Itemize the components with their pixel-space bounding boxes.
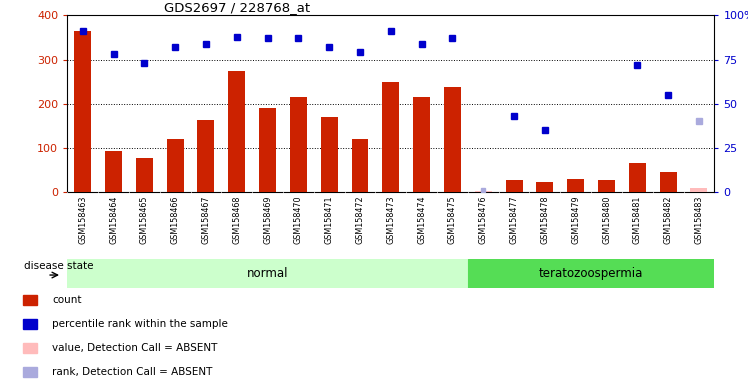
Text: GSM158473: GSM158473 <box>386 195 396 244</box>
Text: count: count <box>52 295 82 305</box>
Text: GSM158483: GSM158483 <box>694 195 703 244</box>
Bar <box>629 163 646 192</box>
Text: rank, Detection Call = ABSENT: rank, Detection Call = ABSENT <box>52 367 212 377</box>
Bar <box>444 87 461 192</box>
Bar <box>536 182 554 192</box>
Bar <box>598 180 615 192</box>
Bar <box>228 71 245 192</box>
Text: GSM158479: GSM158479 <box>571 195 580 244</box>
Bar <box>382 82 399 192</box>
Bar <box>167 139 183 192</box>
Bar <box>690 189 708 192</box>
Bar <box>506 180 523 192</box>
Bar <box>660 172 677 192</box>
Bar <box>475 191 491 192</box>
Text: GSM158482: GSM158482 <box>663 195 672 244</box>
Bar <box>23 319 37 329</box>
Text: GSM158468: GSM158468 <box>233 195 242 244</box>
Bar <box>290 97 307 192</box>
Text: GSM158474: GSM158474 <box>417 195 426 244</box>
Bar <box>67 259 468 288</box>
Text: value, Detection Call = ABSENT: value, Detection Call = ABSENT <box>52 343 218 353</box>
Bar <box>23 295 37 305</box>
Text: GSM158475: GSM158475 <box>448 195 457 244</box>
Bar <box>567 179 584 192</box>
Bar <box>259 108 276 192</box>
Text: GSM158476: GSM158476 <box>479 195 488 244</box>
Bar <box>74 31 91 192</box>
Bar <box>413 97 430 192</box>
Text: GSM158477: GSM158477 <box>509 195 518 244</box>
Bar <box>352 139 369 192</box>
Text: GSM158463: GSM158463 <box>79 195 88 244</box>
Bar <box>136 157 153 192</box>
Bar <box>105 151 122 192</box>
Text: GSM158465: GSM158465 <box>140 195 149 244</box>
Text: GSM158480: GSM158480 <box>602 195 611 244</box>
Text: percentile rank within the sample: percentile rank within the sample <box>52 319 228 329</box>
Bar <box>23 367 37 377</box>
Text: GSM158471: GSM158471 <box>325 195 334 244</box>
Text: GSM158481: GSM158481 <box>633 195 642 244</box>
Bar <box>197 121 215 192</box>
Text: disease state: disease state <box>23 262 93 271</box>
Bar <box>23 343 37 353</box>
Text: GSM158472: GSM158472 <box>355 195 364 244</box>
Text: GSM158464: GSM158464 <box>109 195 118 244</box>
Text: GSM158470: GSM158470 <box>294 195 303 244</box>
Bar <box>321 117 337 192</box>
Text: normal: normal <box>247 267 288 280</box>
Text: GSM158469: GSM158469 <box>263 195 272 244</box>
Text: GSM158466: GSM158466 <box>171 195 180 244</box>
Text: GSM158467: GSM158467 <box>201 195 210 244</box>
Bar <box>468 259 714 288</box>
Text: GSM158478: GSM158478 <box>540 195 549 244</box>
Text: GDS2697 / 228768_at: GDS2697 / 228768_at <box>165 1 310 14</box>
Text: teratozoospermia: teratozoospermia <box>539 267 643 280</box>
